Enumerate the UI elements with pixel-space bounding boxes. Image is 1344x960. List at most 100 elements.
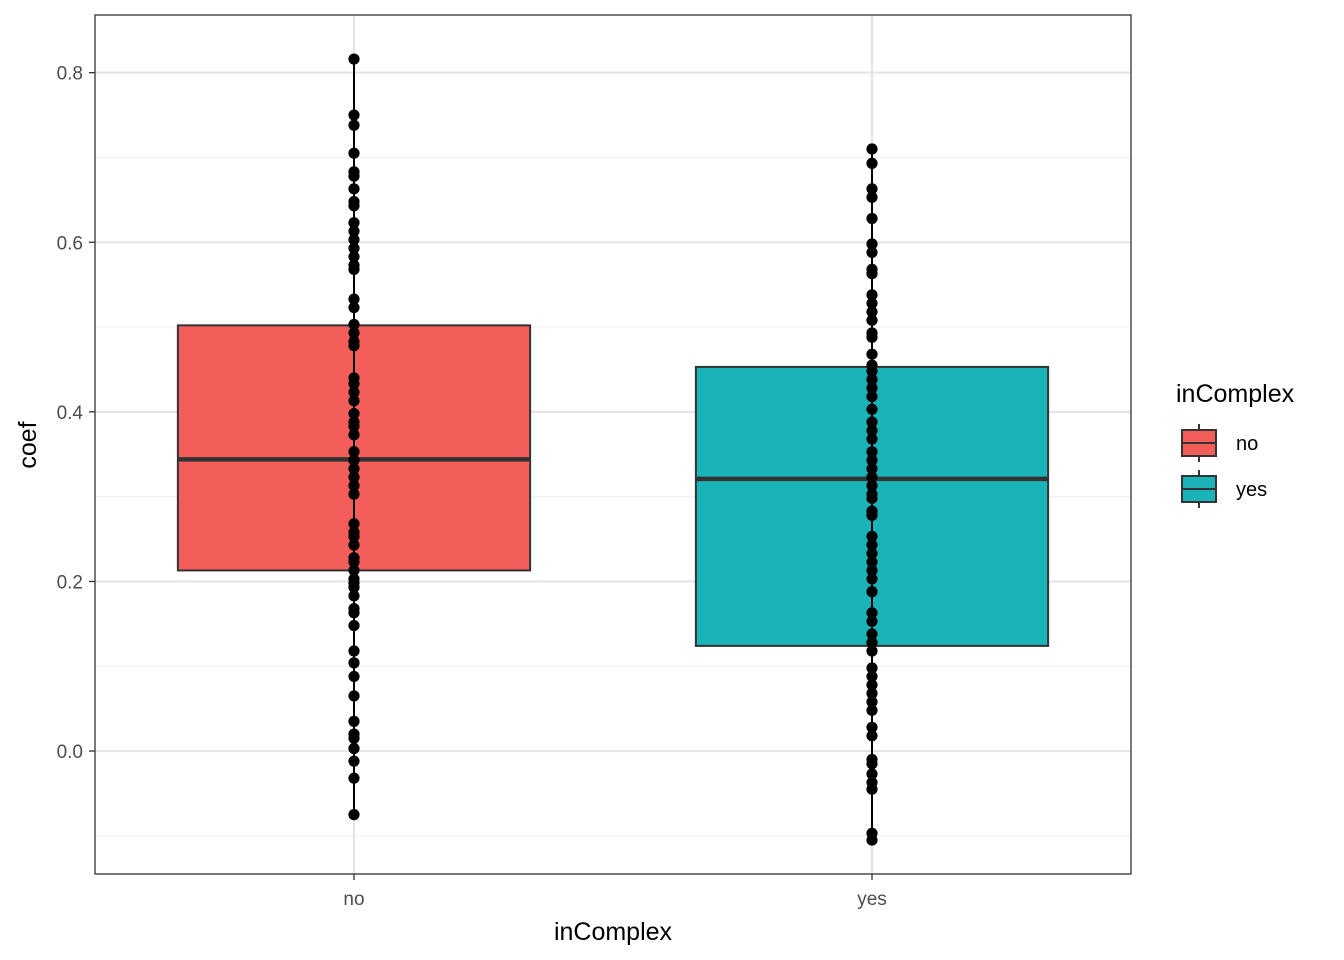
data-point	[348, 581, 360, 593]
data-point	[348, 690, 360, 702]
data-point	[866, 509, 878, 521]
data-point	[348, 327, 360, 339]
data-point	[866, 390, 878, 403]
data-point	[348, 234, 360, 246]
points-no	[348, 53, 360, 821]
data-point	[348, 590, 360, 602]
data-point	[866, 314, 878, 326]
data-point	[866, 556, 878, 568]
data-point	[866, 348, 878, 360]
data-point	[866, 463, 878, 475]
data-point	[348, 183, 360, 195]
data-point	[348, 263, 360, 275]
legend-label-yes: yes	[1236, 479, 1267, 501]
data-point	[866, 454, 878, 466]
data-point	[348, 318, 360, 331]
data-point	[866, 758, 878, 770]
data-point	[866, 143, 878, 155]
data-point	[348, 446, 360, 458]
y-tick-label: 0.8	[57, 64, 83, 85]
data-point	[866, 645, 878, 657]
data-point	[866, 573, 878, 585]
legend: inComplex no yes	[1176, 380, 1295, 508]
data-point	[348, 539, 360, 551]
legend-item-yes: yes	[1181, 470, 1267, 508]
data-point	[348, 293, 360, 305]
data-point	[866, 492, 878, 504]
data-point	[348, 715, 360, 727]
data-point	[348, 170, 360, 182]
data-point	[866, 268, 878, 280]
data-point	[866, 382, 878, 394]
data-point	[866, 607, 878, 619]
data-point	[348, 556, 360, 568]
data-point	[348, 378, 360, 390]
data-point	[866, 183, 878, 195]
points-yes	[866, 143, 878, 846]
data-point	[866, 670, 878, 683]
data-point	[866, 662, 878, 674]
data-point	[348, 429, 360, 441]
data-point	[866, 403, 878, 415]
data-point	[866, 297, 878, 309]
data-point	[866, 331, 878, 343]
data-point	[866, 730, 878, 742]
data-point	[866, 539, 878, 551]
y-tick-label: 0.0	[57, 742, 83, 763]
data-point	[348, 809, 360, 821]
data-point	[866, 471, 878, 483]
data-point	[348, 395, 360, 407]
data-point	[348, 225, 360, 237]
legend-item-no: no	[1181, 424, 1258, 462]
data-point	[866, 480, 878, 492]
data-points	[348, 53, 878, 846]
data-point	[348, 407, 360, 420]
legend-title: inComplex	[1176, 380, 1295, 408]
data-point	[348, 420, 360, 432]
data-point	[866, 424, 878, 437]
data-point	[866, 433, 878, 445]
data-point	[348, 772, 360, 784]
data-point	[866, 191, 878, 203]
data-point	[866, 238, 878, 250]
x-tick-label-no: no	[343, 889, 364, 910]
data-point	[866, 446, 878, 458]
data-point	[348, 242, 360, 254]
plot-panel-border	[94, 14, 1132, 875]
data-point	[866, 687, 878, 699]
data-point	[866, 365, 878, 377]
data-point	[866, 246, 878, 259]
data-point	[348, 732, 360, 744]
data-point	[866, 721, 878, 733]
y-tick-label: 0.4	[57, 403, 84, 424]
data-point	[866, 768, 878, 780]
data-point	[866, 834, 878, 846]
data-point	[866, 289, 878, 301]
data-point	[866, 704, 878, 716]
data-point	[348, 463, 360, 475]
data-point	[866, 547, 878, 560]
data-point	[866, 636, 878, 649]
data-point	[866, 306, 878, 318]
data-point	[348, 619, 360, 632]
y-tick-label: 0.2	[57, 572, 83, 593]
data-point	[348, 119, 360, 131]
data-point	[866, 628, 878, 640]
data-point	[866, 615, 878, 627]
data-point	[348, 742, 360, 755]
axes: 0.0 0.2 0.4 0.6 0.8 no yes	[57, 64, 887, 910]
y-tick-label: 0.6	[57, 233, 83, 254]
data-point	[348, 109, 360, 121]
data-point	[348, 518, 360, 530]
data-point	[348, 200, 360, 212]
data-point	[866, 416, 878, 428]
data-point	[348, 530, 360, 543]
data-point	[348, 564, 360, 577]
y-axis-title: coef	[14, 421, 42, 468]
data-point	[348, 53, 360, 65]
data-point	[348, 454, 360, 466]
data-point	[348, 488, 360, 500]
data-point	[348, 480, 360, 492]
data-point	[866, 586, 878, 598]
data-point	[348, 301, 360, 314]
